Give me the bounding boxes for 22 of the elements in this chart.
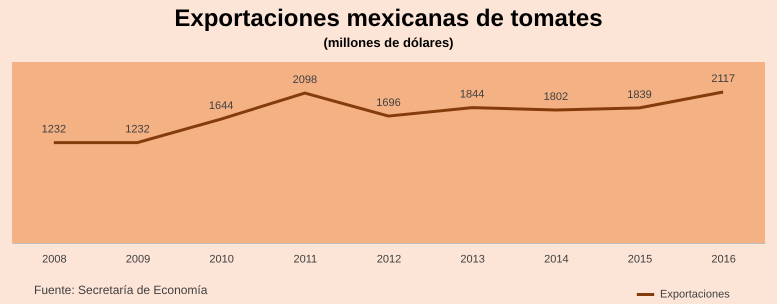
data-label: 1644 [208, 100, 234, 112]
data-label: 1844 [460, 88, 484, 101]
x-tick-label: 2016 [711, 254, 736, 266]
x-tick-label: 2015 [628, 254, 652, 266]
data-label: 1696 [376, 97, 401, 110]
x-tick-label: 2010 [209, 254, 234, 266]
x-tick-label: 2013 [460, 254, 485, 266]
data-label: 1802 [544, 91, 568, 104]
data-label: 1839 [627, 88, 652, 101]
data-label: 1232 [125, 124, 150, 136]
data-label: 2098 [292, 74, 318, 86]
data-label: 1232 [42, 124, 66, 136]
data-label: 2117 [711, 73, 735, 85]
x-tick-label: 2014 [544, 254, 569, 266]
x-tick-label: 2012 [376, 254, 402, 266]
chart-title: Exportaciones mexicanas de tomates [174, 5, 603, 32]
chart-subtitle: (millones de dólares) [323, 35, 454, 50]
legend-label: Exportaciones [660, 288, 730, 300]
x-tick-label: 2011 [294, 254, 318, 266]
source-note: Fuente: Secretaría de Economía [34, 283, 208, 297]
x-tick-label: 2009 [126, 254, 150, 266]
x-tick-label: 2008 [42, 254, 67, 266]
